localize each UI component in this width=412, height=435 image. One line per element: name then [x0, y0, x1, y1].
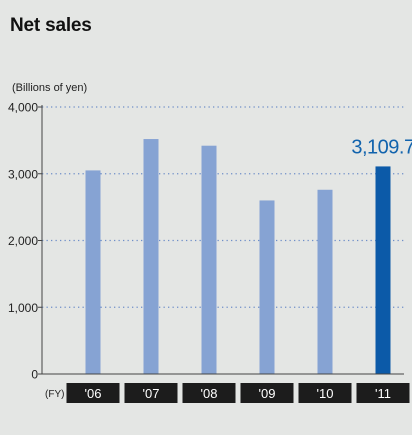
y-tick-label: 3,000 [8, 167, 38, 181]
category-box-2 [182, 383, 236, 403]
bar-2 [201, 145, 217, 374]
y-tick-label: 2,000 [8, 234, 38, 248]
category-label-2: '08 [201, 386, 218, 401]
fy-label: (FY) [45, 389, 64, 400]
bar-3 [259, 200, 275, 374]
category-label-5: '11 [375, 386, 391, 401]
category-box-1 [124, 383, 178, 403]
category-label-3: '09 [259, 386, 276, 401]
bar-1 [143, 139, 159, 374]
category-label-4: '10 [317, 386, 334, 401]
bar-0 [85, 170, 101, 374]
category-box-0 [66, 383, 120, 403]
category-box-3 [240, 383, 294, 403]
category-box-4 [298, 383, 352, 403]
category-label-0: '06 [85, 386, 102, 401]
y-tick-label: 4,000 [8, 101, 38, 115]
y-tick-label: 1,000 [8, 301, 38, 315]
bar-4 [317, 189, 333, 374]
category-label-1: '07 [143, 386, 160, 401]
highlight-value-label: 3,109.7 [351, 136, 412, 158]
category-box-5 [356, 383, 410, 403]
chart-title: Net sales [10, 15, 92, 36]
bar-5 [375, 166, 391, 374]
unit-label: (Billions of yen) [12, 82, 87, 94]
y-tick-label: 0 [31, 368, 38, 382]
